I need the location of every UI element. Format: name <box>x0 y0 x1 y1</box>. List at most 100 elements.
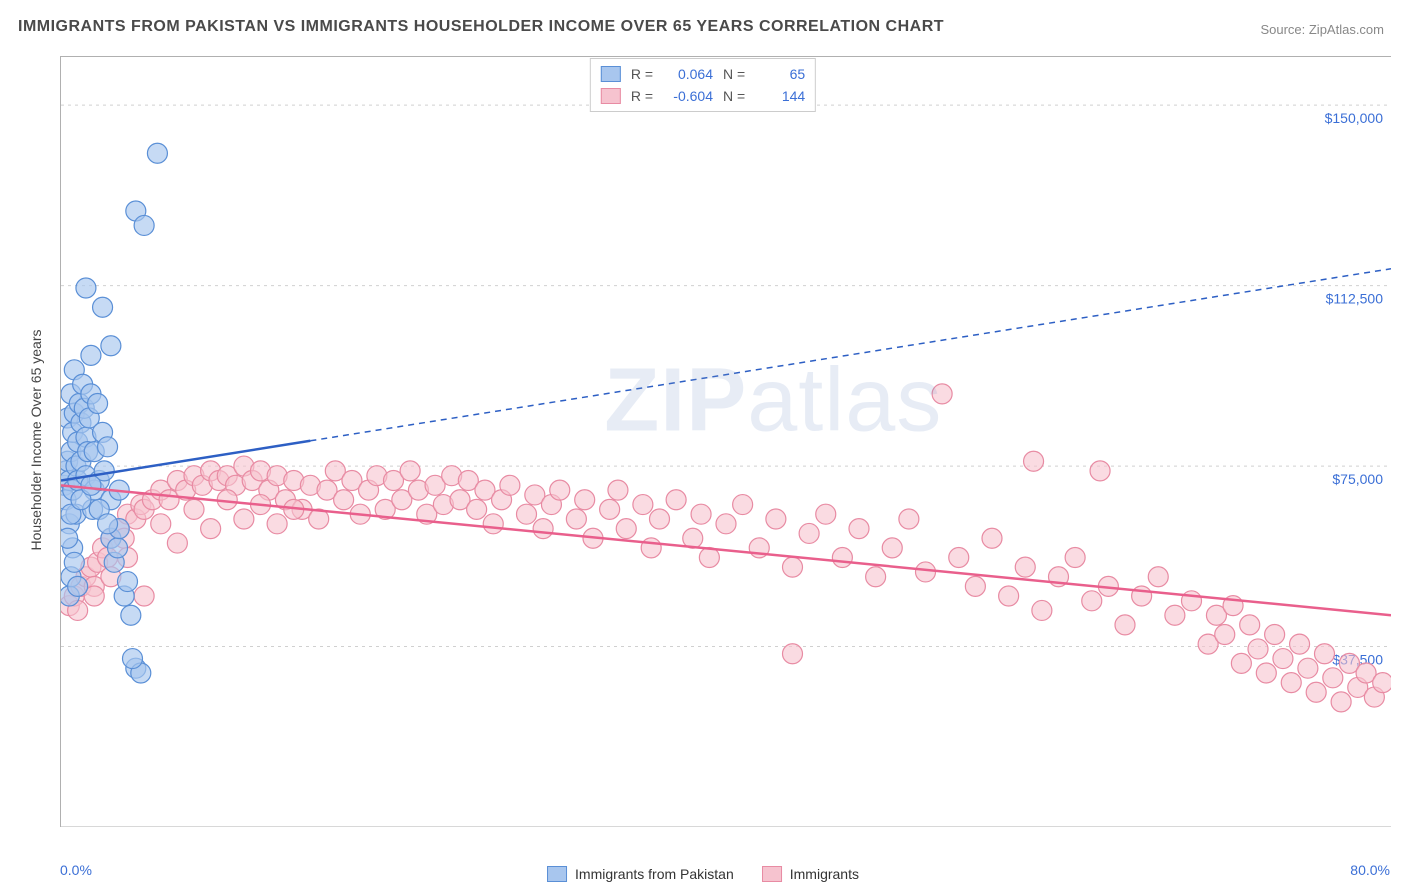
scatter-point-immigrants <box>716 514 736 534</box>
plot-area: $37,500$75,000$112,500$150,000 <box>60 56 1391 827</box>
legend-item-immigrants: Immigrants <box>762 866 859 882</box>
scatter-point-immigrants <box>1090 461 1110 481</box>
scatter-point-immigrants <box>1323 668 1343 688</box>
scatter-point-immigrants <box>500 475 520 495</box>
source-attribution: Source: ZipAtlas.com <box>1260 22 1384 37</box>
scatter-point-pakistan <box>93 297 113 317</box>
source-link[interactable]: ZipAtlas.com <box>1309 22 1384 37</box>
scatter-point-immigrants <box>1298 658 1318 678</box>
y-tick-label: $112,500 <box>1326 291 1384 307</box>
x-axis-min-label: 0.0% <box>60 862 92 878</box>
scatter-point-immigrants <box>783 557 803 577</box>
scatter-point-immigrants <box>766 509 786 529</box>
r-label: R = <box>631 63 653 85</box>
scatter-point-pakistan <box>61 528 78 548</box>
scatter-point-immigrants <box>533 519 553 539</box>
scatter-point-pakistan <box>118 572 138 592</box>
legend-swatch-pakistan <box>601 66 621 82</box>
scatter-point-immigrants <box>866 567 886 587</box>
scatter-point-immigrants <box>1165 605 1185 625</box>
x-axis-max-label: 80.0% <box>1350 862 1390 878</box>
scatter-point-immigrants <box>1306 682 1326 702</box>
scatter-point-immigrants <box>1373 673 1391 693</box>
r-value-pakistan: 0.064 <box>661 63 713 85</box>
scatter-point-pakistan <box>147 143 167 163</box>
scatter-point-immigrants <box>1231 653 1251 673</box>
scatter-point-immigrants <box>816 504 836 524</box>
scatter-point-immigrants <box>1032 600 1052 620</box>
scatter-point-pakistan <box>121 605 141 625</box>
scatter-plot-svg: $37,500$75,000$112,500$150,000 <box>61 57 1391 827</box>
scatter-point-immigrants <box>932 384 952 404</box>
scatter-point-immigrants <box>916 562 936 582</box>
correlation-legend: R = 0.064 N = 65R = -0.604 N = 144 <box>590 58 816 112</box>
scatter-point-pakistan <box>68 576 88 596</box>
n-value-pakistan: 65 <box>753 63 805 85</box>
scatter-point-immigrants <box>1215 625 1235 645</box>
scatter-point-immigrants <box>467 499 487 519</box>
scatter-point-immigrants <box>201 519 221 539</box>
source-prefix: Source: <box>1260 22 1308 37</box>
scatter-point-immigrants <box>1265 625 1285 645</box>
r-value-immigrants: -0.604 <box>661 85 713 107</box>
scatter-point-immigrants <box>167 533 187 553</box>
scatter-point-immigrants <box>1240 615 1260 635</box>
scatter-point-pakistan <box>101 336 121 356</box>
scatter-point-immigrants <box>783 644 803 664</box>
scatter-point-immigrants <box>566 509 586 529</box>
y-tick-label: $150,000 <box>1325 110 1384 126</box>
scatter-point-immigrants <box>691 504 711 524</box>
scatter-point-immigrants <box>550 480 570 500</box>
legend-label-pakistan: Immigrants from Pakistan <box>575 866 734 882</box>
scatter-point-immigrants <box>1065 548 1085 568</box>
scatter-point-pakistan <box>108 538 128 558</box>
scatter-point-immigrants <box>799 523 819 543</box>
scatter-point-immigrants <box>1331 692 1351 712</box>
scatter-point-immigrants <box>1273 649 1293 669</box>
scatter-point-immigrants <box>267 514 287 534</box>
scatter-point-pakistan <box>88 394 108 414</box>
regression-line-immigrants <box>61 485 1391 615</box>
scatter-point-immigrants <box>575 490 595 510</box>
scatter-point-immigrants <box>184 499 204 519</box>
legend-item-pakistan: Immigrants from Pakistan <box>547 866 734 882</box>
legend-swatch-immigrants <box>762 866 782 882</box>
r-label: R = <box>631 85 653 107</box>
scatter-point-immigrants <box>882 538 902 558</box>
y-axis-title: Householder Income Over 65 years <box>28 330 44 551</box>
scatter-point-pakistan <box>134 215 154 235</box>
scatter-point-pakistan <box>81 475 101 495</box>
scatter-point-immigrants <box>1256 663 1276 683</box>
scatter-point-immigrants <box>899 509 919 529</box>
scatter-point-pakistan <box>98 514 118 534</box>
scatter-point-immigrants <box>151 514 171 534</box>
scatter-point-immigrants <box>650 509 670 529</box>
scatter-point-immigrants <box>965 576 985 596</box>
scatter-point-immigrants <box>1315 644 1335 664</box>
scatter-point-immigrants <box>517 504 537 524</box>
scatter-point-immigrants <box>949 548 969 568</box>
legend-stat-row-immigrants: R = -0.604 N = 144 <box>601 85 805 107</box>
scatter-point-immigrants <box>400 461 420 481</box>
scatter-point-immigrants <box>982 528 1002 548</box>
scatter-point-immigrants <box>608 480 628 500</box>
scatter-point-immigrants <box>1015 557 1035 577</box>
scatter-point-immigrants <box>1148 567 1168 587</box>
scatter-point-immigrants <box>733 495 753 515</box>
chart-title: IMMIGRANTS FROM PAKISTAN VS IMMIGRANTS H… <box>18 18 944 36</box>
scatter-point-immigrants <box>999 586 1019 606</box>
scatter-point-pakistan <box>122 649 142 669</box>
y-tick-label: $75,000 <box>1332 471 1383 487</box>
scatter-point-immigrants <box>483 514 503 534</box>
scatter-point-pakistan <box>98 437 118 457</box>
scatter-point-immigrants <box>600 499 620 519</box>
scatter-point-immigrants <box>832 548 852 568</box>
scatter-point-immigrants <box>641 538 661 558</box>
n-label: N = <box>723 85 745 107</box>
scatter-point-immigrants <box>1182 591 1202 611</box>
scatter-point-immigrants <box>666 490 686 510</box>
n-value-immigrants: 144 <box>753 85 805 107</box>
scatter-point-immigrants <box>1082 591 1102 611</box>
scatter-point-immigrants <box>616 519 636 539</box>
scatter-point-immigrants <box>334 490 354 510</box>
